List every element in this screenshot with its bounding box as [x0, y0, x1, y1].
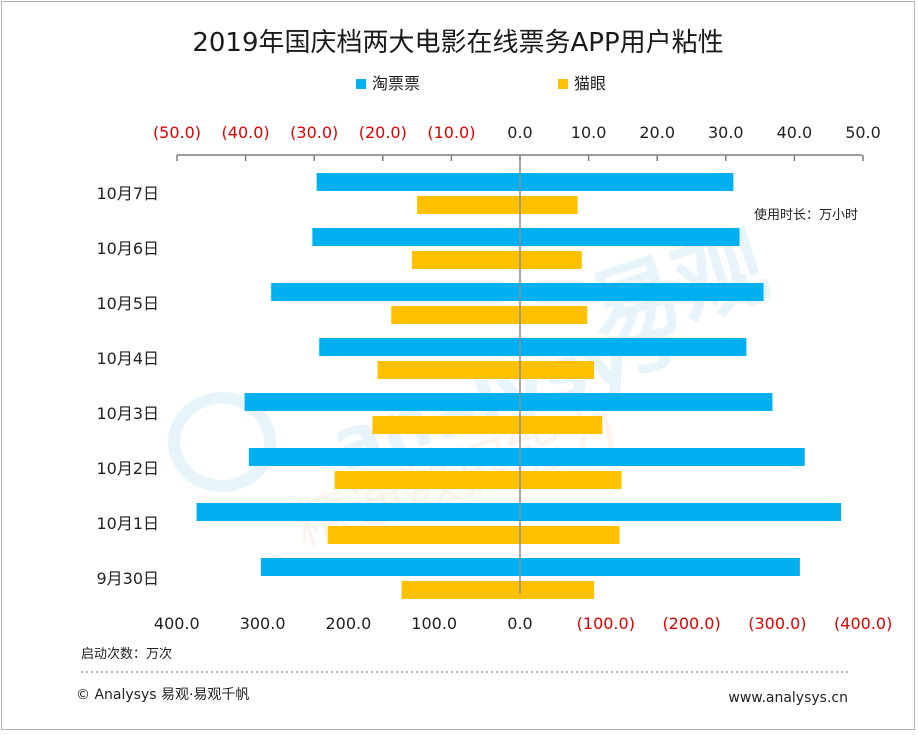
bar-launch-maoyan: [377, 361, 520, 379]
top-axis-tick-label: (30.0): [290, 123, 338, 142]
bar-launch-taopiaopiao: [316, 173, 520, 191]
bar-usage-maoyan: [520, 416, 603, 434]
category-label: 10月5日: [96, 294, 159, 313]
category-label: 10月4日: [96, 349, 159, 368]
category-label: 10月2日: [96, 459, 159, 478]
bar-usage-taopiaopiao: [520, 393, 773, 411]
chart-title: 2019年国庆档两大电影在线票务APP用户粘性: [192, 28, 723, 58]
top-axis-tick-label: 20.0: [639, 123, 675, 142]
legend-label-maoyan: 猫眼: [574, 74, 606, 93]
category-label: 9月30日: [96, 569, 159, 588]
legend-label-taopiaopiao: 淘票票: [372, 74, 420, 93]
top-axis-tick-label: 10.0: [571, 123, 607, 142]
bar-usage-maoyan: [520, 196, 578, 214]
top-axis-tick-label: (10.0): [427, 123, 475, 142]
bottom-axis-tick-label: (200.0): [662, 614, 720, 633]
top-axis-tick-label: 0.0: [507, 123, 532, 142]
bar-usage-maoyan: [520, 581, 595, 599]
bottom-axis-tick-label: 400.0: [154, 614, 200, 633]
top-axis-tick-label: 50.0: [845, 123, 881, 142]
bar-launch-taopiaopiao: [244, 393, 520, 411]
bar-usage-taopiaopiao: [520, 448, 805, 466]
top-axis-tick-label: (40.0): [222, 123, 270, 142]
bar-usage-taopiaopiao: [520, 338, 747, 356]
footer-copyright: © Analysys 易观·易观千帆: [76, 687, 249, 703]
bar-launch-maoyan: [411, 251, 520, 269]
top-axis-unit-label: 使用时长：万小时: [754, 207, 858, 223]
bar-usage-taopiaopiao: [520, 228, 740, 246]
bar-usage-maoyan: [520, 251, 582, 269]
footer-website: www.analysys.cn: [728, 690, 848, 706]
top-axis-ticks: (50.0) (40.0) (30.0) (20.0) (10.0) 0.0 10.0 20.…: [153, 123, 881, 161]
bottom-axis-tick-label: 100.0: [411, 614, 457, 633]
bar-launch-taopiaopiao: [319, 338, 520, 356]
bar-launch-taopiaopiao: [271, 283, 520, 301]
bar-launch-taopiaopiao: [312, 228, 520, 246]
bottom-axis-ticks: 400.0 300.0 200.0 100.0 0.0 (100.0) (200.0) (30…: [154, 614, 892, 633]
watermark-logo-icon: [168, 392, 276, 492]
category-label: 10月7日: [96, 184, 159, 203]
legend-swatch-taopiaopiao: [356, 79, 366, 89]
bar-usage-taopiaopiao: [520, 558, 800, 576]
category-labels: 10月7日 10月6日 10月5日 10月4日 10月3日 10月2日 10月1日 9月30日: [96, 184, 159, 588]
category-label: 10月3日: [96, 404, 159, 423]
bar-usage-maoyan: [520, 471, 622, 489]
category-label: 10月1日: [96, 514, 159, 533]
bottom-axis-tick-label: 200.0: [325, 614, 371, 633]
bar-usage-taopiaopiao: [520, 173, 734, 191]
bar-launch-maoyan: [372, 416, 520, 434]
bar-usage-maoyan: [520, 306, 588, 324]
bar-launch-taopiaopiao: [248, 448, 520, 466]
bar-usage-taopiaopiao: [520, 283, 764, 301]
bottom-axis-unit-label: 启动次数：万次: [81, 646, 172, 662]
top-axis-tick-label: (50.0): [153, 123, 201, 142]
top-axis-tick-label: (20.0): [359, 123, 407, 142]
bar-usage-taopiaopiao: [520, 503, 842, 521]
bottom-axis-tick-label: (400.0): [834, 614, 892, 633]
bottom-axis-tick-label: 0.0: [507, 614, 532, 633]
legend-swatch-maoyan: [558, 79, 568, 89]
bar-launch-maoyan: [391, 306, 520, 324]
bars: [196, 173, 842, 599]
top-axis-tick-label: 30.0: [708, 123, 744, 142]
bottom-axis-tick-label: (300.0): [748, 614, 806, 633]
bar-launch-maoyan: [327, 526, 520, 544]
bar-launch-maoyan: [417, 196, 520, 214]
bar-launch-taopiaopiao: [196, 503, 520, 521]
bottom-axis-tick-label: 300.0: [240, 614, 286, 633]
legend: 淘票票 猫眼: [356, 74, 606, 93]
bar-launch-maoyan: [401, 581, 520, 599]
bar-usage-maoyan: [520, 526, 620, 544]
bottom-axis-tick-label: (100.0): [577, 614, 635, 633]
bar-launch-maoyan: [334, 471, 520, 489]
bar-usage-maoyan: [520, 361, 595, 379]
bar-launch-taopiaopiao: [260, 558, 520, 576]
top-axis-tick-label: 40.0: [777, 123, 813, 142]
category-label: 10月6日: [96, 239, 159, 258]
